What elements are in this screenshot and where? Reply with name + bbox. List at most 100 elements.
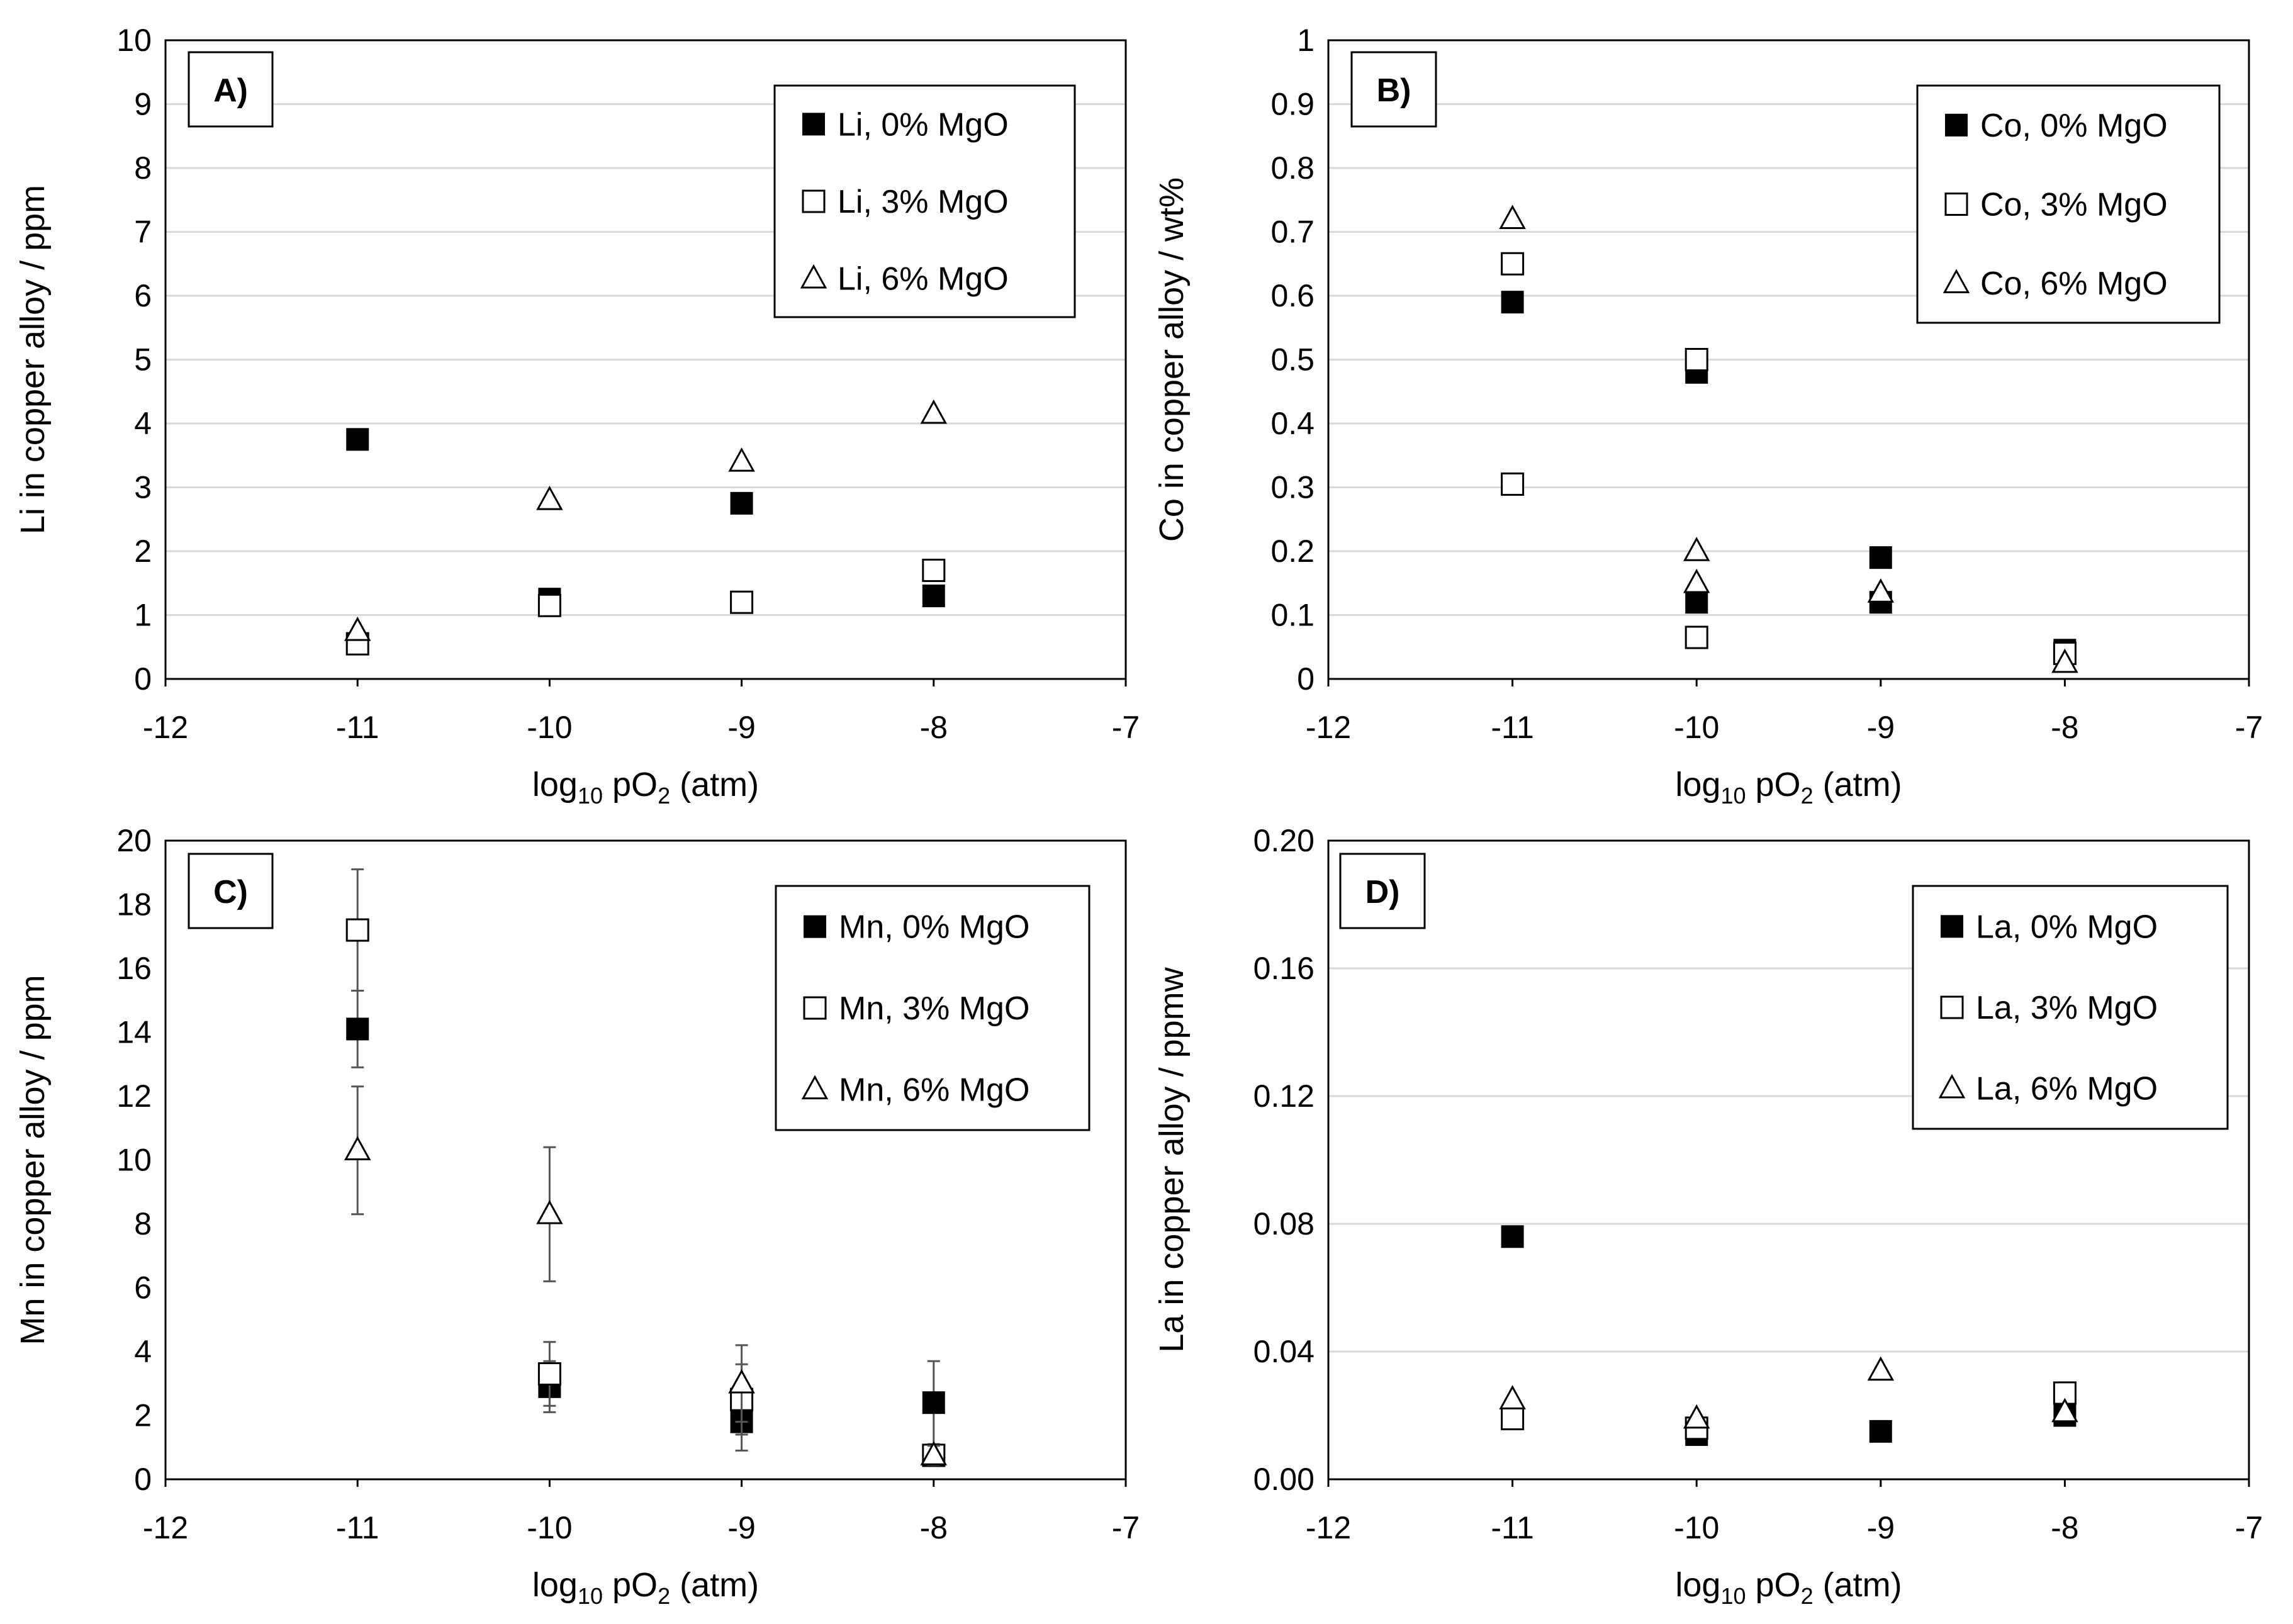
legend-label: Co, 3% MgO <box>1980 187 2168 223</box>
data-point <box>1501 291 1524 314</box>
panel-label-box <box>1339 853 1426 929</box>
data-point <box>2051 648 2078 673</box>
panel-label: D) <box>1365 874 1400 910</box>
y-tick-label: 5 <box>134 342 152 378</box>
data-point <box>1501 1407 1525 1431</box>
data-point <box>728 447 755 472</box>
x-tick-label: -12 <box>143 710 188 745</box>
legend-marker <box>1941 915 1963 938</box>
data-point <box>345 918 369 942</box>
y-tick-label: 0.20 <box>1253 823 1315 858</box>
x-tick-label: -10 <box>1674 710 1719 745</box>
x-tick-label: -11 <box>1491 1510 1534 1545</box>
x-tick-label: -9 <box>727 1510 755 1545</box>
legend-marker <box>803 996 827 1020</box>
legend-marker <box>800 264 827 289</box>
y-tick-label: 0.16 <box>1253 951 1315 986</box>
y-tick-label: 0.7 <box>1270 215 1315 250</box>
x-axis-label: log10 pO2 (atm) <box>532 766 759 809</box>
legend-box <box>1912 885 2229 1130</box>
y-tick-label: 10 <box>116 23 152 58</box>
data-point <box>1685 348 1708 371</box>
x-tick-label: -8 <box>920 710 948 745</box>
legend-marker <box>802 113 825 136</box>
data-point <box>920 1441 948 1465</box>
legend-marker <box>1938 1073 1966 1099</box>
data-point <box>922 585 945 608</box>
data-point <box>536 485 563 510</box>
y-axis-label: Co in copper alloy / wt% <box>1153 177 1191 542</box>
y-tick-label: 0.1 <box>1270 598 1315 633</box>
data-point <box>537 593 561 617</box>
panel-label: A) <box>213 72 248 109</box>
y-tick-label: 0 <box>134 661 152 697</box>
y-axis-label: La in copper alloy / ppmw <box>1153 966 1191 1352</box>
y-tick-label: 0.3 <box>1270 470 1315 505</box>
legend-marker <box>1945 113 1968 137</box>
y-tick-label: 9 <box>134 87 152 122</box>
x-tick-label: -8 <box>2051 1510 2078 1545</box>
series-li-3pct-mgo <box>345 558 946 656</box>
plot-frame <box>164 839 1127 1481</box>
x-tick-label: -9 <box>1867 710 1895 745</box>
plot-frame <box>1327 839 2250 1481</box>
data-point <box>1499 1385 1526 1409</box>
y-tick-label: 18 <box>116 887 152 922</box>
x-tick-label: -8 <box>2051 710 2078 745</box>
x-axis-label: log10 pO2 (atm) <box>1675 1566 1902 1609</box>
legend: Li, 0% MgO Li, 3% MgO Li, 6% MgO <box>773 84 1076 318</box>
series-co-0pct-mgo <box>1501 291 2077 662</box>
legend: Mn, 0% MgO Mn, 3% MgO Mn, 6% MgO <box>775 885 1090 1131</box>
legend-label: Mn, 3% MgO <box>839 990 1029 1027</box>
x-tick-label: -10 <box>1674 1510 1719 1545</box>
y-tick-label: 8 <box>134 150 152 186</box>
data-point <box>1867 578 1895 603</box>
data-point <box>346 428 369 451</box>
series-la-0pct-mgo <box>1501 1225 2077 1446</box>
legend-label: Mn, 6% MgO <box>839 1072 1029 1108</box>
x-tick-label: -11 <box>336 710 379 745</box>
data-point <box>730 491 753 515</box>
y-tick-label: 0.00 <box>1253 1462 1315 1497</box>
y-tick-label: 0.8 <box>1270 150 1315 186</box>
data-point <box>1869 1420 1892 1443</box>
plot-frame <box>1327 39 2250 680</box>
series-mn-6pct-mgo <box>344 1085 948 1466</box>
y-tick-label: 12 <box>116 1078 152 1114</box>
data-point <box>1869 546 1892 569</box>
x-tick-label: -7 <box>2235 710 2263 745</box>
data-point <box>1683 1404 1710 1429</box>
panel-label-box <box>1350 51 1437 128</box>
x-tick-label: -10 <box>527 1510 572 1545</box>
panel-c: 0 2 4 6 8 10 12 14 16 18 20 -12 -11 -10 -9 -8 -7 log10 pO… <box>14 823 1140 1609</box>
legend-marker <box>802 189 826 213</box>
data-point <box>922 1391 945 1414</box>
legend: La, 0% MgO La, 3% MgO La, 6% MgO <box>1912 885 2229 1130</box>
data-point <box>344 1136 371 1161</box>
x-tick-label: -11 <box>336 1510 379 1545</box>
series-la-3pct-mgo <box>1501 1381 2077 1440</box>
legend-marker <box>801 1075 829 1100</box>
data-point <box>728 1369 755 1394</box>
legend-label: La, 0% MgO <box>1976 909 2158 945</box>
y-tick-label: 2 <box>134 1398 152 1433</box>
x-axis-label: log10 pO2 (atm) <box>532 1566 759 1609</box>
legend: Co, 0% MgO Co, 3% MgO Co, 6% MgO <box>1916 84 2221 324</box>
y-tick-label: 0.04 <box>1253 1334 1315 1369</box>
y-tick-label: 0.5 <box>1270 342 1315 378</box>
legend-marker <box>1940 995 1964 1019</box>
y-tick-label: 10 <box>116 1143 152 1178</box>
panel-label: C) <box>213 874 248 910</box>
series-co-6pct-mgo <box>1499 204 2078 673</box>
data-point <box>730 590 754 614</box>
y-tick-label: 16 <box>116 951 152 986</box>
data-point <box>537 1362 561 1386</box>
y-axis-label: Li in copper alloy / ppm <box>14 185 52 534</box>
y-tick-label: 4 <box>134 406 152 441</box>
data-point <box>344 617 371 641</box>
y-tick-label: 0 <box>134 1462 152 1497</box>
x-tick-label: -8 <box>920 1510 948 1545</box>
y-tick-label: 3 <box>134 470 152 505</box>
data-point <box>1685 591 1708 614</box>
data-point <box>1501 472 1525 496</box>
